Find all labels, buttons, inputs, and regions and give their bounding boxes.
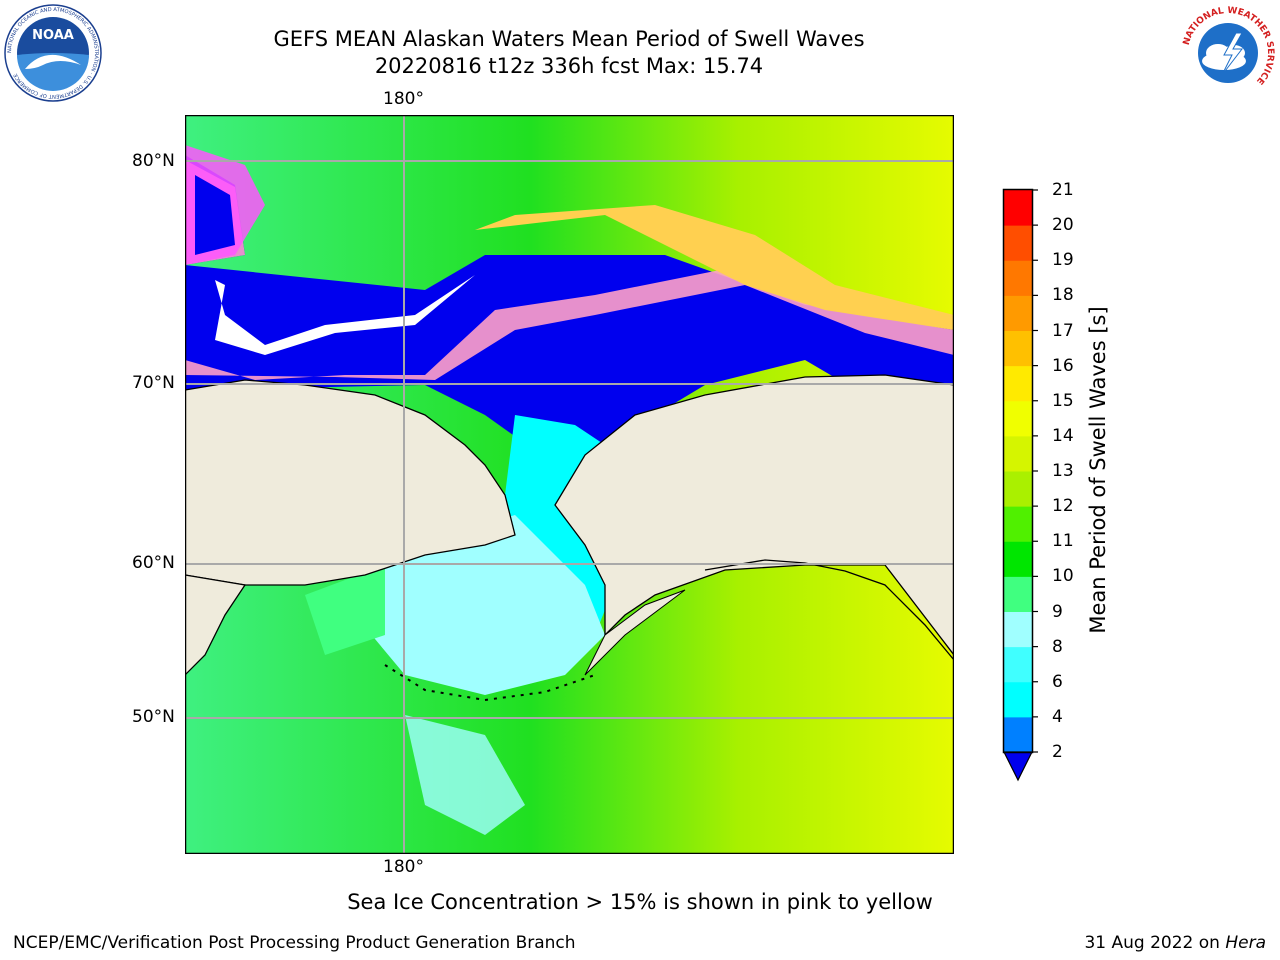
credit-date-text: 31 Aug 2022 on — [1084, 933, 1226, 953]
colorbar-tick-label: 13 — [1052, 461, 1074, 481]
colorbar-tick-label: 9 — [1052, 601, 1063, 622]
arctic-water — [185, 255, 954, 505]
colorbar-segment — [1004, 681, 1032, 718]
colorbar-segment — [1004, 541, 1032, 577]
colorbar-tick-label: 4 — [1052, 706, 1063, 727]
colorbar-segment — [1004, 330, 1032, 367]
credit-date: 31 Aug 2022 on Hera — [1084, 933, 1266, 953]
colorbar-segment — [1004, 365, 1032, 402]
colorbar-segment — [1004, 646, 1032, 683]
credit-branch: NCEP/EMC/Verification Post Processing Pr… — [13, 933, 576, 953]
map-frame — [185, 115, 954, 854]
colorbar-segment — [1004, 716, 1032, 753]
colorbar-tick-label: 12 — [1052, 496, 1074, 517]
colorbar-tick-label: 20 — [1052, 215, 1074, 236]
lat-label-60: 60°N — [132, 553, 175, 573]
colorbar-tick-label: 11 — [1052, 531, 1074, 552]
colorbar-segment — [1004, 506, 1032, 542]
colorbar-tick-label: 16 — [1052, 355, 1074, 376]
colorbar-segment — [1004, 225, 1032, 261]
noaa-logo: NATIONAL OCEANIC AND ATMOSPHERIC ADMINIS… — [4, 4, 102, 102]
colorbar-tick-label: 15 — [1052, 390, 1074, 411]
colorbar-segment — [1004, 611, 1032, 648]
colorbar-tick-label: 19 — [1052, 250, 1074, 271]
noaa-logo-text: NOAA — [32, 28, 74, 43]
credit-host: Hera — [1225, 933, 1266, 953]
lat-label-80: 80°N — [132, 151, 175, 171]
colorbar-segment — [1004, 576, 1032, 612]
colorbar-tick-label: 17 — [1052, 320, 1074, 341]
colorbar-segment — [1004, 435, 1032, 472]
swell-period-map — [185, 115, 954, 854]
colorbar — [1002, 188, 1038, 782]
colorbar-tick-label: 2 — [1052, 742, 1063, 762]
graticule — [185, 115, 954, 854]
siberia-landmass — [185, 379, 516, 586]
bering-sea-water — [355, 515, 605, 695]
colorbar-segment — [1004, 260, 1032, 296]
colorbar-label: Mean Period of Swell Waves [s] — [1086, 306, 1110, 634]
colorbar-tick-label: 14 — [1052, 425, 1074, 446]
colorbar-tick-label: 8 — [1052, 636, 1063, 657]
colorbar-tick-label: 6 — [1052, 671, 1063, 692]
colorbar-tick-label: 10 — [1052, 566, 1074, 587]
colorbar-segment — [1004, 471, 1032, 507]
colorbar-tick-label: 21 — [1052, 180, 1074, 200]
lon-label-bottom: 180° — [383, 857, 424, 877]
nws-logo: NATIONAL WEATHER SERVICE — [1181, 6, 1275, 100]
lat-label-70: 70°N — [132, 373, 175, 393]
map-title: GEFS MEAN Alaskan Waters Mean Period of … — [273, 27, 865, 51]
colorbar-under-arrow — [1003, 751, 1033, 782]
colorbar-tick-label: 18 — [1052, 285, 1074, 306]
sea-ice-footnote: Sea Ice Concentration > 15% is shown in … — [347, 890, 933, 914]
sea-ice-edge — [475, 205, 954, 330]
lon-label-top: 180° — [383, 89, 424, 109]
colorbar-segment — [1004, 295, 1032, 331]
map-subtitle: 20220816 t12z 336h fcst Max: 15.74 — [374, 54, 764, 78]
colorbar-segment — [1004, 400, 1032, 437]
lat-label-50: 50°N — [132, 707, 175, 727]
colorbar-segment — [1004, 190, 1032, 226]
